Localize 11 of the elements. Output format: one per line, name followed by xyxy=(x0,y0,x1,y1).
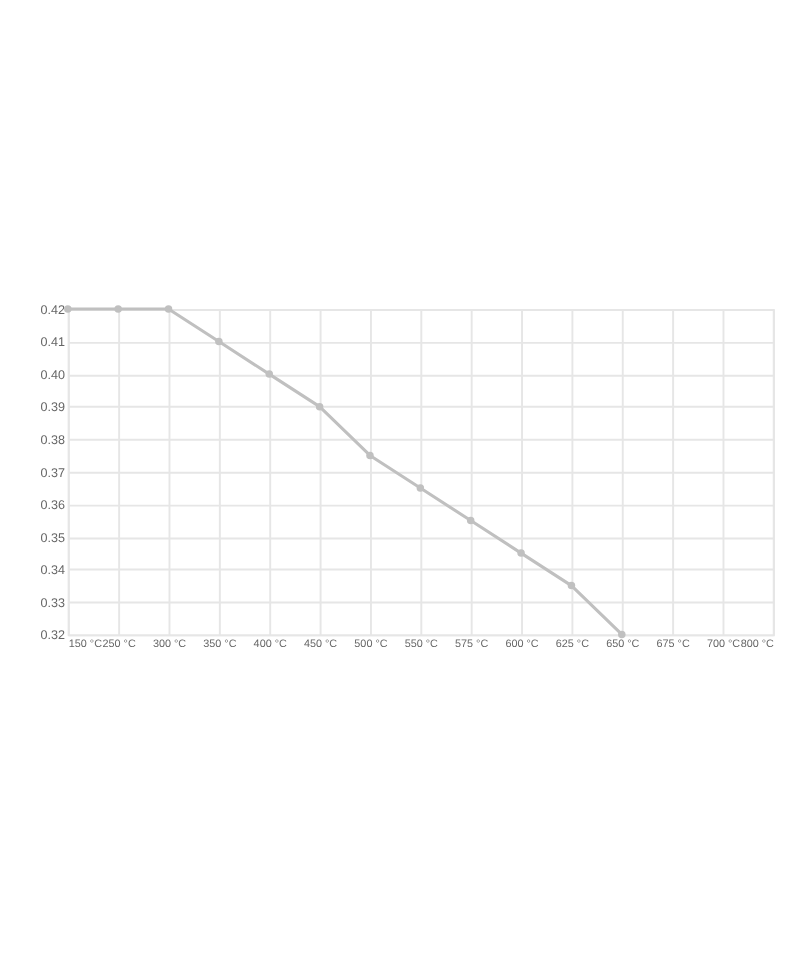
point xyxy=(517,549,525,557)
point xyxy=(416,484,425,492)
point xyxy=(618,630,626,639)
point xyxy=(366,451,374,460)
point xyxy=(567,581,576,590)
point xyxy=(265,370,273,378)
point xyxy=(466,516,475,525)
point xyxy=(114,305,122,313)
point xyxy=(215,337,223,346)
point xyxy=(315,402,324,411)
point xyxy=(164,305,173,313)
